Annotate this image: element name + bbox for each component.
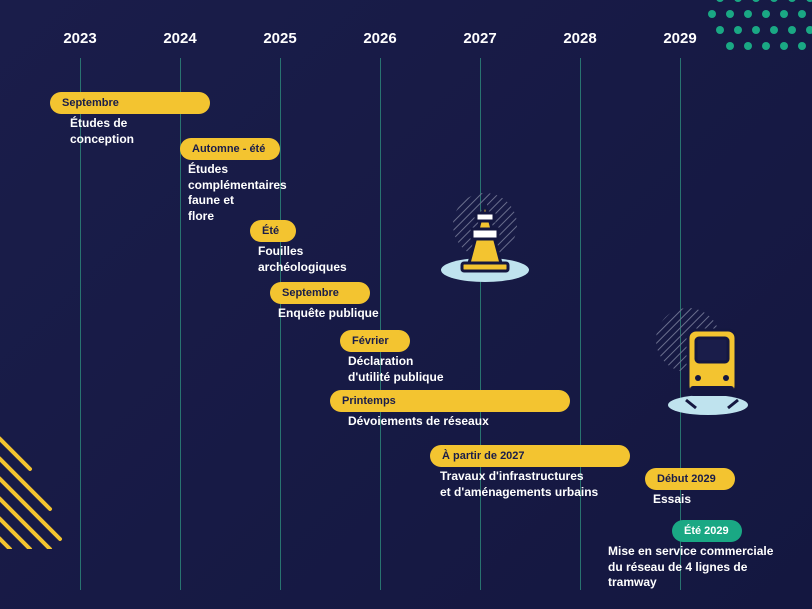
timeline-task: ÉtéFouilles archéologiques (60, 220, 780, 264)
task-pill: Début 2029 (645, 468, 735, 490)
task-description: Déclaration d'utilité publique (348, 354, 444, 385)
task-pill: Été 2029 (672, 520, 742, 542)
year-label-2029: 2029 (650, 30, 710, 47)
task-pill: À partir de 2027 (430, 445, 630, 467)
tram-illustration (648, 300, 758, 420)
year-label-2025: 2025 (250, 30, 310, 47)
timeline-chart: 2023202420252026202720282029 SeptembreÉt… (60, 30, 780, 590)
timeline-task: SeptembreÉtudes de conception (60, 92, 780, 136)
task-pill: Été (250, 220, 296, 242)
year-label-2028: 2028 (550, 30, 610, 47)
task-pill: Printemps (330, 390, 570, 412)
task-pill: Automne - été (180, 138, 280, 160)
year-label-2027: 2027 (450, 30, 510, 47)
task-description: Enquête publique (278, 306, 379, 322)
year-label-2023: 2023 (50, 30, 110, 47)
task-description: Fouilles archéologiques (258, 244, 347, 275)
year-label-2024: 2024 (150, 30, 210, 47)
task-description: Études complémentaires faune et flore (188, 162, 287, 224)
timeline-task: Été 2029Mise en service commerciale du r… (60, 520, 780, 564)
traffic-cone-illustration (430, 185, 540, 285)
task-description: Essais (653, 492, 691, 508)
task-pill: Septembre (270, 282, 370, 304)
task-pill: Février (340, 330, 410, 352)
timeline-task: Début 2029 Essais (60, 468, 780, 512)
task-description: Dévoiements de réseaux (348, 414, 489, 430)
timeline-task: Automne - étéÉtudes complémentaires faun… (60, 138, 780, 182)
year-label-2026: 2026 (350, 30, 410, 47)
task-description: Mise en service commerciale du réseau de… (608, 544, 780, 591)
task-pill: Septembre (50, 92, 210, 114)
